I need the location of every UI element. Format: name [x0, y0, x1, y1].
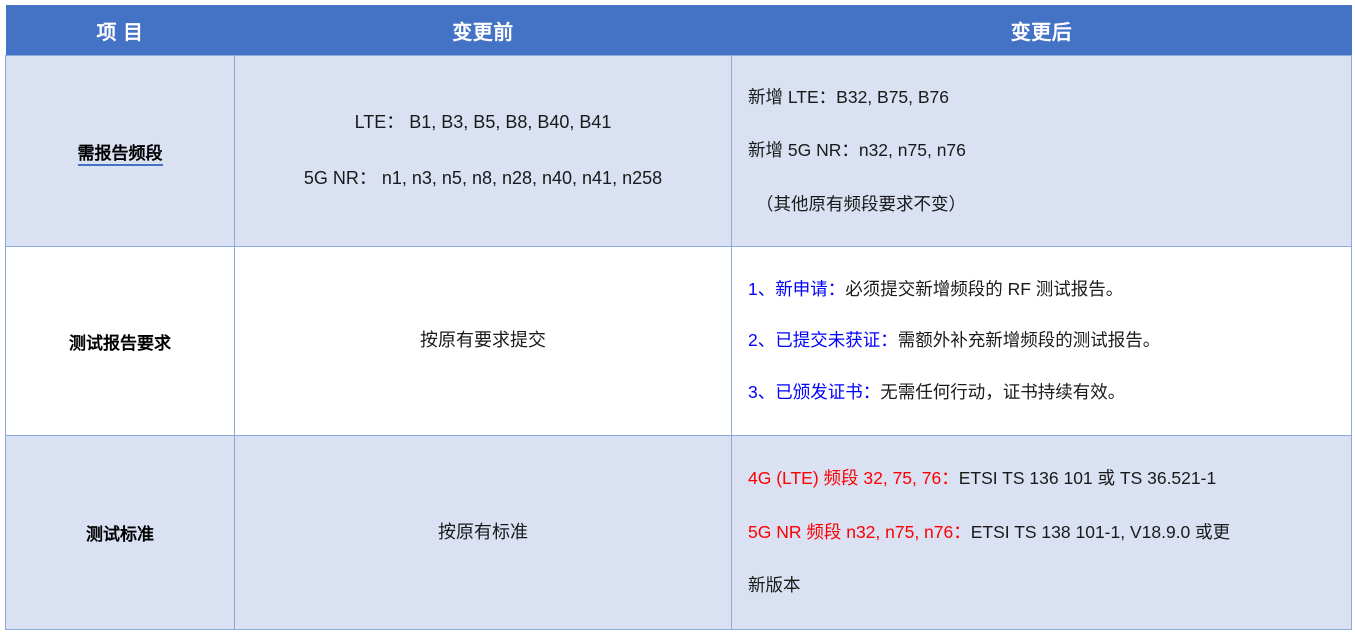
item-text: 必须提交新增频段的 RF 测试报告。 [845, 278, 1124, 299]
item-number: 1、 [748, 278, 776, 299]
after-new-lte-bands: 新增 LTE：B32, B75, B76 [748, 86, 950, 107]
before-test-standard-text: 按原有标准 [438, 521, 528, 542]
line-gap [748, 109, 1341, 139]
item-key: 新申请： [775, 278, 846, 299]
item-text: ETSI TS 136 101 或 TS 36.521-1 [958, 468, 1217, 489]
change-comparison-table: 项 目 变更前 变更后 需报告频段 LTE： B1, B3, B5, B8, B… [5, 5, 1352, 630]
after-standard-item-4g: 4G (LTE) 频段 32, 75, 76：ETSI TS 136 101 或… [748, 467, 1341, 491]
item-key: 已颁发证书： [775, 381, 881, 402]
item-text: 新版本 [748, 575, 801, 596]
column-header-after: 变更后 [731, 5, 1352, 56]
item-text: 需额外补充新增频段的测试报告。 [897, 330, 1161, 351]
line-gap [235, 134, 731, 168]
row-label-test-standard: 测试标准 [5, 435, 235, 630]
after-standard-item-5g: 5G NR 频段 n32, n75, n76：ETSI TS 138 101-1… [748, 521, 1341, 545]
before-cell-test-standard: 按原有标准 [234, 435, 732, 630]
before-test-report-text: 按原有要求提交 [420, 330, 546, 351]
after-bands-note: （其他原有频段要求不变） [756, 193, 966, 214]
row-label-text: 测试报告要求 [69, 333, 171, 353]
before-cell-reported-bands: LTE： B1, B3, B5, B8, B40, B41 5G NR： n1,… [234, 55, 732, 247]
table-header: 项 目 变更前 变更后 [5, 5, 1352, 56]
row-label-test-report-requirement: 测试报告要求 [5, 246, 235, 436]
column-header-before: 变更前 [234, 5, 732, 56]
table-row-reported-bands: 需报告频段 LTE： B1, B3, B5, B8, B40, B41 5G N… [5, 55, 1352, 247]
before-cell-test-report-requirement: 按原有要求提交 [234, 246, 732, 436]
before-lte-bands: LTE： B1, B3, B5, B8, B40, B41 [354, 112, 612, 133]
line-gap [748, 353, 1341, 381]
comparison-sheet: 项 目 变更前 变更后 需报告频段 LTE： B1, B3, B5, B8, B… [5, 5, 1353, 635]
before-nr-bands: 5G NR： n1, n3, n5, n8, n28, n40, n41, n2… [303, 168, 663, 188]
after-report-item-3: 3、已颁发证书：无需任何行动，证书持续有效。 [748, 381, 1341, 405]
line-gap [748, 544, 1341, 574]
table-row-test-standard: 测试标准 按原有标准 4G (LTE) 频段 32, 75, 76：ETSI T… [5, 435, 1352, 630]
row-label-text: 测试标准 [86, 525, 154, 544]
column-header-item: 项 目 [5, 5, 235, 56]
row-label-reported-bands: 需报告频段 [5, 55, 235, 247]
table-row-test-report-requirement: 测试报告要求 按原有要求提交 1、新申请：必须提交新增频段的 RF 测试报告。 … [5, 246, 1352, 436]
header-row: 项 目 变更前 变更后 [5, 5, 1352, 56]
table-body: 需报告频段 LTE： B1, B3, B5, B8, B40, B41 5G N… [5, 55, 1352, 630]
item-number: 3、 [748, 381, 776, 402]
row-label-text: 需报告频段 [77, 143, 163, 166]
item-text: 无需任何行动，证书持续有效。 [880, 381, 1126, 402]
after-report-item-2: 2、已提交未获证：需额外补充新增频段的测试报告。 [748, 329, 1341, 353]
line-gap [748, 491, 1341, 521]
after-report-item-1: 1、新申请：必须提交新增频段的 RF 测试报告。 [748, 278, 1341, 302]
line-gap [748, 163, 1341, 193]
item-text: ETSI TS 138 101-1, V18.9.0 或更 [970, 521, 1231, 542]
after-cell-test-report-requirement: 1、新申请：必须提交新增频段的 RF 测试报告。 2、已提交未获证：需额外补充新… [731, 246, 1352, 436]
item-key: 已提交未获证： [775, 330, 898, 351]
after-cell-test-standard: 4G (LTE) 频段 32, 75, 76：ETSI TS 136 101 或… [731, 435, 1352, 630]
item-number: 2、 [748, 330, 776, 351]
line-gap [748, 301, 1341, 329]
item-key: 4G (LTE) 频段 32, 75, 76： [748, 468, 959, 489]
after-standard-item-5g-cont: 新版本 [748, 574, 1341, 598]
after-cell-reported-bands: 新增 LTE：B32, B75, B76 新增 5G NR：n32, n75, … [731, 55, 1352, 247]
item-key: 5G NR 频段 n32, n75, n76： [748, 521, 971, 542]
after-new-nr-bands: 新增 5G NR：n32, n75, n76 [748, 140, 966, 161]
